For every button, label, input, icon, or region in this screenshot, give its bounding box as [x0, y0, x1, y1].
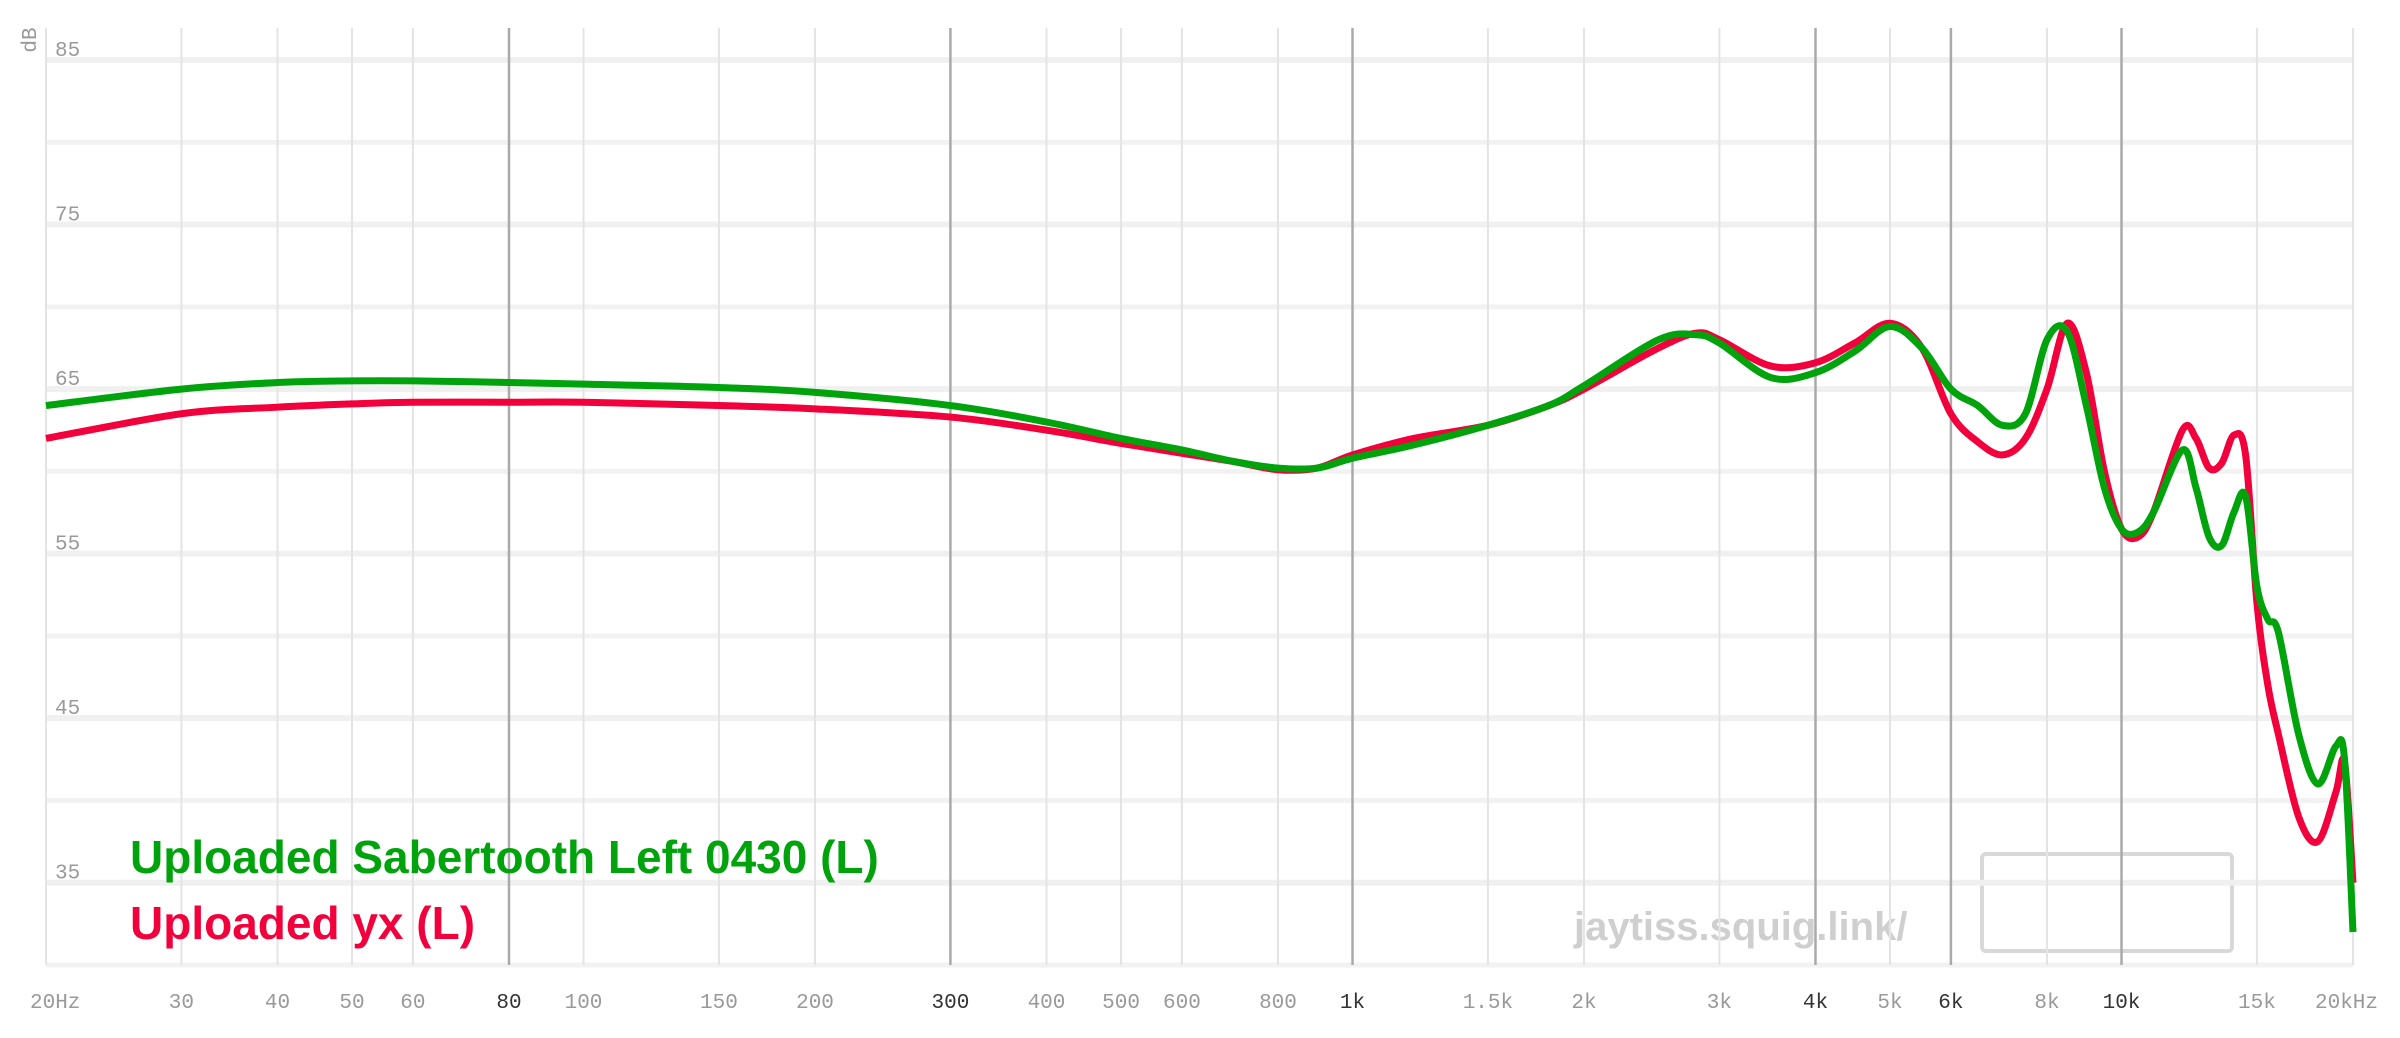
x-tick-label: 15k — [2238, 992, 2276, 1015]
y-tick-label: 55 — [55, 534, 80, 557]
x-tick-label: 300 — [932, 992, 970, 1015]
series-line — [45, 319, 2357, 883]
x-tick-label: 400 — [1028, 992, 1066, 1015]
x-tick-label: 50 — [339, 992, 364, 1015]
x-tick-label: 10k — [2103, 992, 2141, 1015]
y-tick-label: 35 — [55, 863, 80, 886]
x-tick-label: 100 — [565, 992, 603, 1015]
x-tick-label: 40 — [265, 992, 290, 1015]
legend-label: Uploaded Sabertooth Left 0430 (L) — [130, 831, 879, 883]
x-tick-label: 60 — [400, 992, 425, 1015]
x-tick-label: 200 — [796, 992, 834, 1015]
x-tick-label: 20kHz — [2315, 992, 2378, 1015]
x-tick-label: 8k — [2034, 992, 2059, 1015]
y-tick-label: 75 — [55, 205, 80, 228]
x-tick-label: 20Hz — [30, 992, 80, 1015]
x-tick-label: 4k — [1803, 992, 1828, 1015]
x-tick-label: 800 — [1259, 992, 1297, 1015]
x-tick-label: 2k — [1571, 992, 1596, 1015]
y-tick-label: 85 — [55, 40, 80, 63]
x-tick-label: 150 — [700, 992, 738, 1015]
y-tick-label: 65 — [55, 369, 80, 392]
y-tick-label: 45 — [55, 698, 80, 721]
watermark: jaytiss.squig.link/ — [1573, 905, 1907, 949]
series-line — [45, 322, 2357, 933]
logo — [1980, 852, 2234, 953]
x-tick-label: 30 — [169, 992, 194, 1015]
x-tick-label: 3k — [1707, 992, 1732, 1015]
x-tick-label: 6k — [1938, 992, 1963, 1015]
x-tick-label: 80 — [496, 992, 521, 1015]
y-axis-label: dB — [20, 27, 43, 52]
x-tick-label: 1k — [1340, 992, 1365, 1015]
x-tick-label: 5k — [1877, 992, 1902, 1015]
x-tick-label: 500 — [1102, 992, 1140, 1015]
x-tick-label: 600 — [1163, 992, 1201, 1015]
legend-label: Uploaded yx (L) — [130, 897, 475, 949]
x-tick-label: 1.5k — [1463, 992, 1513, 1015]
